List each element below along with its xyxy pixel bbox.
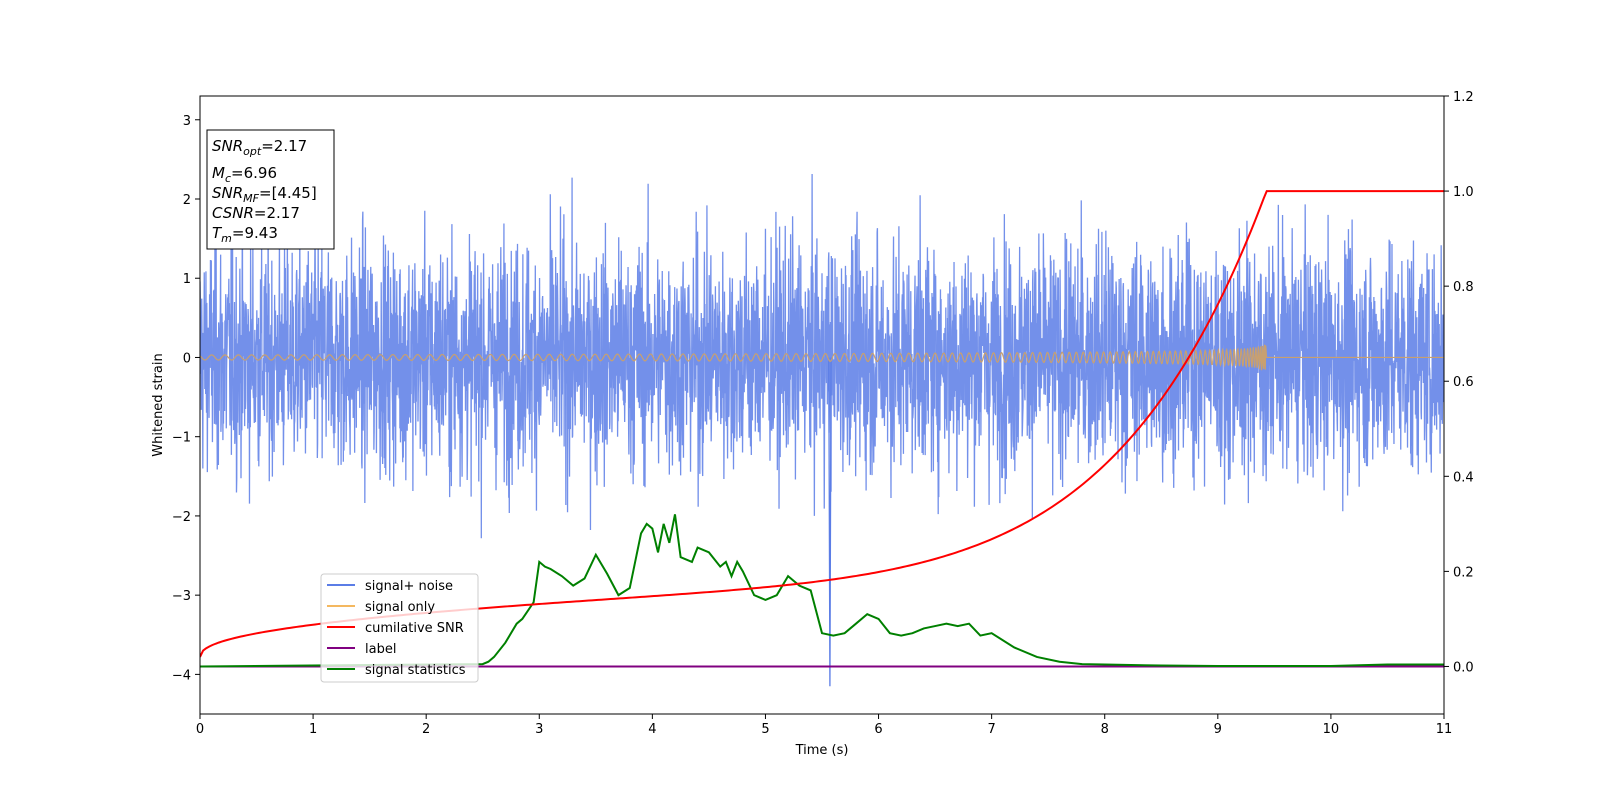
- svg-text:cumilative SNR: cumilative SNR: [365, 621, 464, 636]
- y-axis-right: 0.0 0.2 0.4 0.6 0.8 1.0 1.2: [1444, 90, 1474, 675]
- x-tick-label: 11: [1436, 722, 1453, 737]
- legend-item-signal-only: signal only: [327, 600, 435, 615]
- y-left-tick-label: 1: [183, 272, 191, 287]
- svg-text:label: label: [365, 642, 396, 657]
- series-signal-statistics: [200, 514, 1444, 668]
- x-tick-label: 4: [648, 722, 656, 737]
- x-tick-label: 8: [1101, 722, 1109, 737]
- x-tick-label: 2: [422, 722, 430, 737]
- series-signal-noise-glitch: [828, 357, 832, 687]
- annotation-snr-mf: SNRMF=[4.45]: [212, 184, 317, 205]
- annotation-csnr: CSNR=2.17: [212, 204, 300, 222]
- y-right-tick-label: 0.6: [1453, 375, 1474, 390]
- series-signal-noise: [200, 174, 1444, 539]
- y-right-tick-label: 0.2: [1453, 565, 1474, 580]
- x-tick-label: 3: [535, 722, 543, 737]
- x-tick-label: 1: [309, 722, 317, 737]
- x-tick-label: 10: [1323, 722, 1340, 737]
- x-tick-label: 6: [874, 722, 882, 737]
- y-left-tick-label: 3: [183, 114, 191, 129]
- x-tick-label: 9: [1214, 722, 1222, 737]
- y-left-tick-label: −2: [172, 510, 191, 525]
- y-right-tick-label: 0.8: [1453, 280, 1474, 295]
- x-axis-label: Time (s): [795, 743, 849, 758]
- legend-item-label: label: [327, 642, 396, 657]
- y-right-tick-label: 0.0: [1453, 660, 1474, 675]
- legend: signal+ noise signal only cumilative SNR…: [320, 573, 479, 683]
- annotation-snr-opt: SNRopt=2.17: [212, 137, 307, 158]
- svg-text:signal+ noise: signal+ noise: [365, 579, 453, 594]
- y-right-tick-label: 1.2: [1453, 90, 1474, 105]
- y-left-tick-label: 2: [183, 193, 191, 208]
- y-left-tick-label: −4: [172, 668, 191, 683]
- legend-item-signal-noise: signal+ noise: [327, 579, 453, 594]
- annotation-box: SNRopt=2.17 Mc=6.96 SNRMF=[4.45] CSNR=2.…: [206, 129, 335, 250]
- y-axis-label: Whitened strain: [151, 353, 166, 456]
- svg-text:signal statistics: signal statistics: [365, 663, 466, 678]
- y-axis-left: −4 −3 −2 −1 0 1 2 3: [172, 114, 200, 683]
- y-right-tick-label: 1.0: [1453, 185, 1474, 200]
- legend-item-signal-statistics: signal statistics: [327, 663, 466, 678]
- legend-item-cumulative-snr: cumilative SNR: [327, 621, 464, 636]
- x-axis: 0 1 2 3 4 5 6 7 8 9 10 11: [196, 714, 1452, 737]
- x-tick-label: 7: [987, 722, 995, 737]
- x-tick-label: 5: [761, 722, 769, 737]
- series-signal-only: [200, 344, 1444, 371]
- annotation-mc: Mc=6.96: [212, 164, 277, 185]
- svg-text:signal only: signal only: [365, 600, 435, 615]
- annotation-tm: Tm=9.43: [212, 224, 278, 245]
- x-tick-label: 0: [196, 722, 204, 737]
- y-left-tick-label: −3: [172, 589, 191, 604]
- y-left-tick-label: 0: [183, 351, 191, 366]
- axes-frame: [199, 95, 1445, 715]
- y-left-tick-label: −1: [172, 431, 191, 446]
- y-right-tick-label: 0.4: [1453, 470, 1474, 485]
